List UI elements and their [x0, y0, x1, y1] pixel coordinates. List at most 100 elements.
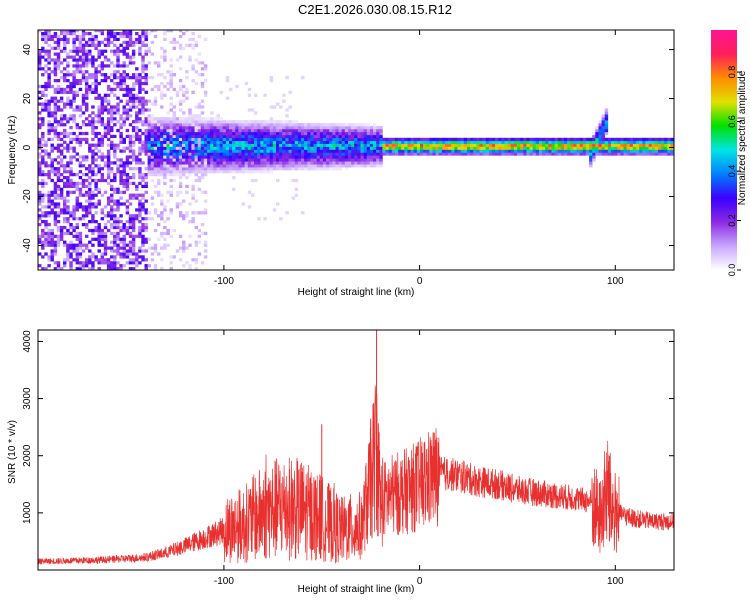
heatmap-cell	[338, 146, 343, 150]
heatmap-cell	[50, 149, 54, 153]
heatmap-cell	[592, 146, 596, 150]
heatmap-cell	[122, 146, 126, 150]
heatmap-cell	[157, 131, 161, 136]
heatmap-cell	[382, 146, 386, 150]
heatmap-cell	[460, 149, 465, 153]
heatmap-cell	[391, 152, 396, 156]
heatmap-cell	[203, 67, 208, 71]
heatmap-cell	[119, 214, 123, 218]
heatmap-cell	[216, 120, 220, 124]
heatmap-cell	[611, 140, 615, 144]
heatmap-cell	[166, 217, 170, 221]
heatmap-cell	[213, 158, 217, 162]
heatmap-cell	[56, 237, 61, 241]
heatmap-cell	[172, 140, 177, 144]
heatmap-cell	[169, 58, 173, 62]
heatmap-cell	[276, 134, 280, 139]
heatmap-cell	[125, 64, 130, 68]
heatmap-cell	[100, 123, 105, 127]
heatmap-cell	[150, 161, 155, 165]
heatmap-cell	[235, 146, 239, 150]
heatmap-cell	[157, 252, 161, 256]
heatmap-cell	[238, 149, 242, 153]
heatmap-cell	[63, 258, 67, 262]
heatmap-cell	[636, 152, 640, 156]
heatmap-cell	[72, 40, 76, 45]
heatmap-cell	[97, 149, 101, 153]
heatmap-cell	[557, 143, 562, 147]
heatmap-cell	[366, 131, 371, 136]
heatmap-cell	[589, 164, 593, 168]
heatmap-cell	[207, 167, 211, 171]
heatmap-cell	[169, 152, 173, 156]
heatmap-cell	[197, 161, 202, 165]
heatmap-cell	[344, 161, 349, 165]
heatmap-cell	[63, 105, 67, 109]
heatmap-cell	[197, 128, 202, 133]
heatmap-cell	[294, 137, 299, 142]
heatmap-cell	[357, 143, 361, 147]
heatmap-cell	[122, 108, 126, 112]
heatmap-cell	[103, 252, 108, 256]
heatmap-cell	[153, 246, 158, 250]
heatmap-cell	[53, 105, 58, 109]
heatmap-cell	[113, 161, 117, 165]
heatmap-cell	[191, 158, 195, 162]
heatmap-cell	[138, 99, 142, 103]
heatmap-cell	[285, 76, 289, 80]
heatmap-cell	[147, 120, 152, 124]
heatmap-cell	[106, 228, 111, 233]
heatmap-cell	[135, 134, 139, 139]
heatmap-cell	[288, 143, 292, 147]
heatmap-cell	[207, 158, 211, 162]
heatmap-cell	[116, 243, 120, 247]
heatmap-cell	[103, 105, 108, 109]
heatmap-cell	[291, 178, 296, 183]
heatmap-cell	[166, 131, 170, 136]
heatmap-cell	[97, 234, 101, 238]
heatmap-cell	[94, 184, 98, 189]
heatmap-cell	[388, 152, 393, 156]
heatmap-cell	[103, 240, 108, 244]
heatmap-cell	[178, 108, 183, 112]
heatmap-cell	[63, 67, 67, 71]
heatmap-cell	[185, 90, 189, 94]
heatmap-cell	[113, 108, 117, 112]
heatmap-cell	[219, 90, 224, 94]
heatmap-cell	[263, 126, 267, 130]
heatmap-cell	[241, 152, 245, 156]
heatmap-cell	[150, 155, 155, 159]
heatmap-cell	[385, 137, 389, 142]
heatmap-cell	[141, 70, 145, 74]
heatmap-cell	[642, 152, 646, 156]
heatmap-cell	[97, 237, 101, 241]
heatmap-cell	[66, 30, 70, 33]
heatmap-cell	[467, 149, 471, 153]
heatmap-cell	[72, 114, 76, 118]
heatmap-cell	[94, 193, 98, 197]
heatmap-cell	[178, 181, 183, 186]
heatmap-cell	[94, 178, 98, 183]
heatmap-cell	[225, 131, 230, 136]
heatmap-cell	[78, 205, 83, 209]
heatmap-cell	[573, 149, 577, 153]
heatmap-cell	[163, 164, 167, 168]
heatmap-cell	[407, 143, 411, 147]
heatmap-cell	[667, 146, 671, 150]
heatmap-cell	[222, 140, 227, 144]
heatmap-cell	[545, 143, 549, 147]
heatmap-cell	[263, 134, 267, 139]
heatmap-cell	[78, 58, 83, 62]
heatmap-cell	[147, 152, 152, 156]
heatmap-cell	[138, 87, 142, 92]
heatmap-cell	[147, 170, 152, 174]
heatmap-cell	[157, 84, 161, 89]
heatmap-cell	[307, 161, 311, 165]
heatmap-cell	[351, 143, 355, 147]
heatmap-cell	[617, 143, 621, 147]
heatmap-cell	[66, 184, 70, 189]
heatmap-cell	[144, 34, 148, 39]
heatmap-cell	[235, 149, 239, 153]
heatmap-cell	[63, 181, 67, 186]
heatmap-cell	[510, 152, 515, 156]
